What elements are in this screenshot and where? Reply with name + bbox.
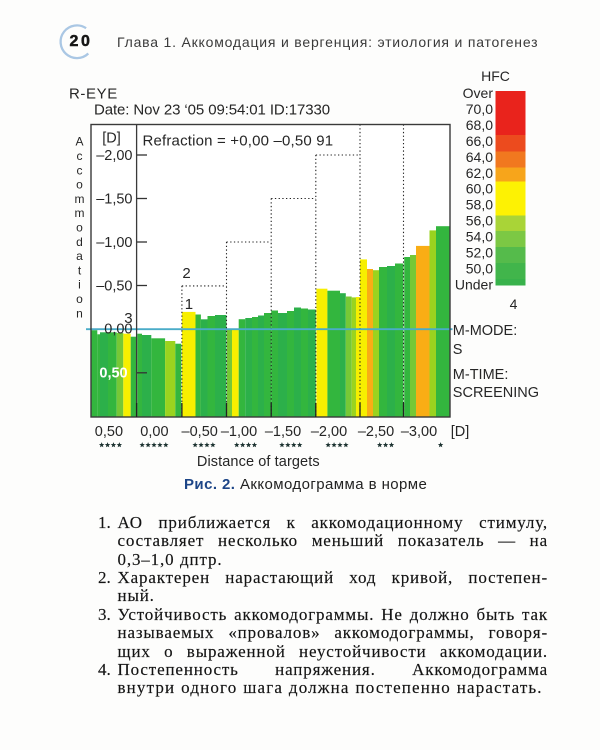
svg-text:0,00: 0,00	[140, 424, 168, 440]
svg-text:62,0: 62,0	[466, 165, 493, 181]
svg-text:–2,50: –2,50	[358, 424, 394, 440]
svg-text:M-MODE:: M-MODE:	[453, 323, 517, 339]
svg-text:52,0: 52,0	[466, 245, 493, 261]
svg-text:SCREENING: SCREENING	[453, 385, 539, 401]
svg-text:R-EYE: R-EYE	[69, 86, 118, 103]
svg-text:m: m	[75, 206, 85, 220]
svg-text:–3,00: –3,00	[401, 424, 437, 440]
svg-text:–1,50: –1,50	[265, 424, 301, 440]
svg-text:58,0: 58,0	[466, 197, 493, 213]
svg-text:3: 3	[124, 310, 132, 327]
svg-text:Refraction = +0,00 –0,50 91: Refraction = +0,00 –0,50 91	[143, 133, 334, 150]
svg-text:Under: Under	[455, 276, 493, 292]
svg-text:–0,50: –0,50	[96, 279, 132, 295]
svg-text:S: S	[453, 342, 463, 358]
svg-text:–1,00: –1,00	[96, 235, 132, 251]
svg-text:–2,00: –2,00	[96, 148, 132, 164]
svg-text:–1,00: –1,00	[221, 424, 257, 440]
svg-text:0,00: 0,00	[104, 322, 132, 338]
svg-text:68,0: 68,0	[466, 117, 493, 133]
svg-text:Over: Over	[463, 85, 494, 101]
svg-text:i: i	[78, 278, 81, 292]
svg-text:[D]: [D]	[451, 424, 470, 440]
svg-text:56,0: 56,0	[466, 213, 493, 229]
svg-text:d: d	[76, 235, 83, 249]
svg-text:54,0: 54,0	[466, 229, 493, 245]
svg-text:–0,50: –0,50	[182, 424, 218, 440]
svg-text:c: c	[77, 149, 83, 163]
svg-text:n: n	[76, 306, 83, 320]
svg-text:c: c	[77, 163, 83, 177]
svg-text:50,0: 50,0	[466, 260, 493, 276]
svg-text:o: o	[76, 221, 83, 235]
svg-text:64,0: 64,0	[466, 149, 493, 165]
svg-text:0,50: 0,50	[99, 366, 127, 382]
svg-text:0,50: 0,50	[95, 424, 123, 440]
svg-text:o: o	[76, 178, 83, 192]
svg-text:1: 1	[185, 296, 193, 313]
svg-text:–1,50: –1,50	[96, 192, 132, 208]
svg-text:a: a	[76, 249, 83, 263]
svg-text:m: m	[75, 192, 85, 206]
svg-text:66,0: 66,0	[466, 133, 493, 149]
svg-text:HFC: HFC	[481, 68, 510, 84]
svg-text:A: A	[75, 135, 83, 149]
svg-text:Distance of targets: Distance of targets	[197, 454, 320, 470]
svg-text:[D]: [D]	[102, 131, 121, 147]
svg-text:60,0: 60,0	[466, 181, 493, 197]
svg-text:M-TIME:: M-TIME:	[453, 367, 509, 383]
svg-text:4: 4	[510, 296, 518, 312]
svg-text:t: t	[78, 263, 82, 277]
svg-text:o: o	[76, 292, 83, 306]
svg-text:70,0: 70,0	[466, 101, 493, 117]
svg-text:2: 2	[182, 265, 190, 282]
svg-text:Date: Nov 23 ‘05 09:54:01 ID:1: Date: Nov 23 ‘05 09:54:01 ID:17330	[94, 102, 330, 119]
svg-text:–2,00: –2,00	[311, 424, 347, 440]
